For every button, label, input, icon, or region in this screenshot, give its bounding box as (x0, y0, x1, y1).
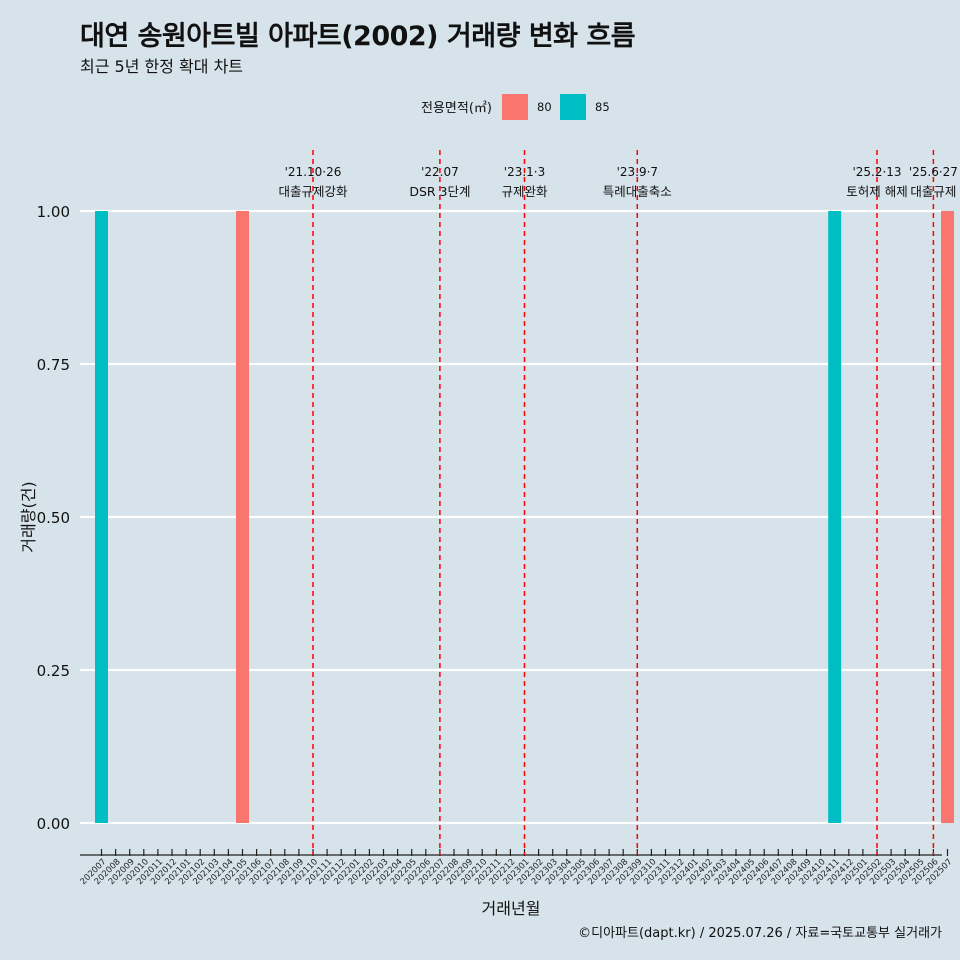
event-date-label: '23.1·3 (504, 165, 545, 179)
y-tick-label: 0.25 (37, 662, 70, 680)
event-name-label: 규제완화 (501, 184, 548, 199)
event-date-label: '22.07 (421, 165, 459, 179)
y-tick-label: 0.00 (37, 815, 70, 833)
bar-80 (941, 211, 954, 823)
event-name-label: 특례대출축소 (603, 184, 672, 199)
legend-label-80: 80 (537, 100, 552, 114)
event-date-label: '21.10·26 (285, 165, 342, 179)
chart-title: 대연 송원아트빌 아파트(2002) 거래량 변화 흐름 (80, 21, 636, 52)
chart-subtitle: 최근 5년 한정 확대 차트 (80, 57, 244, 76)
event-date-label: '23.9·7 (617, 165, 658, 179)
event-name-label: 토허제 해제 (846, 184, 907, 199)
y-axis-title: 거래량(건) (19, 481, 38, 552)
legend-label-85: 85 (595, 100, 610, 114)
event-name-label: 대출규제 (910, 184, 956, 199)
x-axis-title: 거래년월 (482, 899, 541, 918)
bar-85 (95, 211, 108, 823)
bar-85 (828, 211, 842, 823)
source-caption: ©디아파트(dapt.kr) / 2025.07.26 / 자료=국토교통부 실… (578, 926, 942, 941)
legend-swatch-80 (502, 94, 528, 120)
legend-swatch-85 (560, 94, 586, 120)
y-tick-label: 1.00 (37, 203, 70, 221)
event-name-label: 대출규제강화 (278, 184, 348, 199)
y-tick-label: 0.50 (37, 509, 70, 527)
y-tick-label: 0.75 (37, 356, 70, 374)
legend-title: 전용면적(㎡) (421, 101, 492, 116)
event-date-label: '25.2·13 (852, 165, 901, 179)
event-name-label: DSR 3단계 (409, 184, 470, 199)
bar-80 (236, 211, 249, 823)
event-date-label: '25.6·27 (909, 165, 958, 179)
